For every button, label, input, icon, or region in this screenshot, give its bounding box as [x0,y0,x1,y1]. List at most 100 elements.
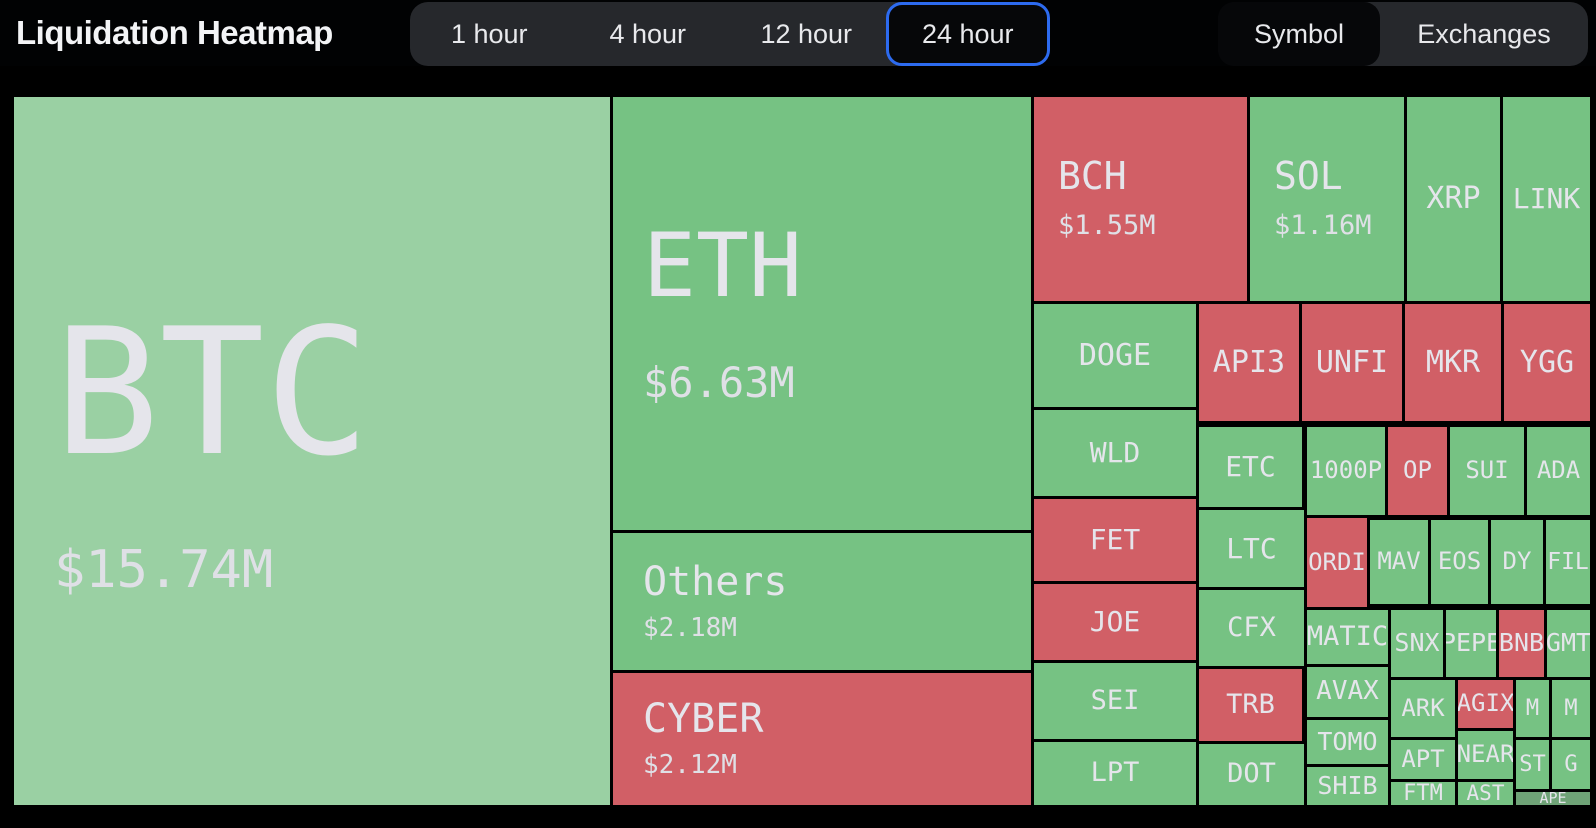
tile-symbol-label: DOT [1227,758,1276,790]
tile-trb[interactable]: TRB [1199,669,1302,741]
tile-symbol-label: GMT [1547,628,1590,658]
tile-m[interactable]: M [1552,680,1590,737]
tile-symbol-label: LTC [1226,531,1277,565]
tile-symbol-label: JOE [1089,605,1141,639]
tile-symbol-label: CFX [1227,611,1276,643]
tile-symbol-label: WLD [1089,436,1141,470]
tile-symbol-label: APE [1539,792,1567,805]
tile-eos[interactable]: EOS [1431,520,1488,604]
tile-symbol-label: TRB [1226,688,1275,720]
tile-api3[interactable]: API3 [1199,304,1299,421]
tile-tomo[interactable]: TOMO [1306,719,1388,764]
tile-fil[interactable]: FIL [1546,520,1590,604]
tile-cfx[interactable]: CFX [1199,590,1304,666]
tile-sei[interactable]: SEI [1034,663,1196,739]
tile-cyber[interactable]: CYBER $2.12M [613,673,1031,805]
tile-joe[interactable]: JOE [1034,584,1196,660]
tile-symbol-label: UNFI [1315,344,1389,380]
tile-symbol-label: DY [1502,547,1532,576]
tile-symbol-label: FET [1089,523,1141,557]
tile-xrp[interactable]: XRP [1407,97,1500,301]
tile-liquidation-value: $2.18M [643,612,737,643]
tile-symbol-label: NEAR [1458,740,1513,769]
tile-liquidation-value: $2.12M [643,750,737,780]
tile-ygg[interactable]: YGG [1504,304,1590,421]
header-bar: Liquidation Heatmap 1 hour 4 hour 12 hou… [0,0,1596,66]
tab-4-hour[interactable]: 4 hour [609,18,687,49]
tile-ltc[interactable]: LTC [1199,510,1304,587]
tile-symbol-label: M [1564,695,1578,721]
tile-sui[interactable]: SUI [1450,427,1524,515]
tile-sol[interactable]: SOL $1.16M [1250,97,1404,301]
tile-m[interactable]: M [1516,680,1549,737]
view-toggle-group: Symbol Exchanges [1218,2,1588,66]
tile-apt[interactable]: APT [1391,739,1455,779]
tile-op[interactable]: OP [1388,427,1447,515]
tile-ordi[interactable]: ORDI [1306,518,1367,607]
tile-symbol-label: MKR [1425,344,1481,380]
tile-symbol-label: APT [1401,744,1445,773]
tile-symbol-label: SEI [1090,684,1140,716]
tile-gmt[interactable]: GMT [1547,610,1590,677]
tile-snx[interactable]: SNX [1391,610,1443,677]
tile-symbol-label: LPT [1090,757,1140,789]
tab-12-hour[interactable]: 12 hour [760,18,853,49]
tile-matic[interactable]: MATIC [1306,610,1388,664]
tab-exchanges[interactable]: Exchanges [1417,18,1551,49]
tile-ada[interactable]: ADA [1527,427,1590,515]
page-title: Liquidation Heatmap [16,14,333,51]
tile-ape[interactable]: APE [1516,792,1590,805]
tab-24-hour[interactable]: 24 hour [885,2,1050,66]
tab-symbol[interactable]: Symbol [1218,2,1380,66]
tile-1000p[interactable]: 1000P [1306,427,1385,515]
tile-symbol-label: PEPE [1446,628,1496,658]
tile-symbol-label: 1000P [1309,456,1383,485]
tile-symbol-label: M [1525,695,1540,721]
tile-ast[interactable]: AST [1458,782,1513,805]
tile-symbol-label: G [1564,751,1578,777]
tile-link[interactable]: LINK [1503,97,1590,301]
tile-unfi[interactable]: UNFI [1302,304,1402,421]
tile-symbol-label: FTM [1403,782,1443,805]
tile-symbol-label: ARK [1401,693,1445,722]
tile-lpt[interactable]: LPT [1034,742,1196,805]
tile-fet[interactable]: FET [1034,499,1196,581]
tile-avax[interactable]: AVAX [1306,667,1388,717]
tile-eth[interactable]: ETH $6.63M [613,97,1031,530]
tile-pepe[interactable]: PEPE [1446,610,1496,677]
tile-bch[interactable]: BCH $1.55M [1034,97,1247,301]
tile-symbol-label: MAV [1377,547,1421,576]
tile-dy[interactable]: DY [1491,520,1543,604]
tile-agix[interactable]: AGIX [1458,680,1513,728]
tile-symbol-label: BNB [1499,628,1544,658]
tile-symbol-label: SNX [1394,628,1440,658]
tile-symbol-label: BCH [1058,153,1127,198]
tile-others[interactable]: Others $2.18M [613,533,1031,670]
tile-ftm[interactable]: FTM [1391,782,1455,805]
tile-etc[interactable]: ETC [1199,427,1302,507]
tile-wld[interactable]: WLD [1034,409,1196,496]
tile-ark[interactable]: ARK [1391,680,1455,737]
tile-symbol-label: Others [643,558,788,605]
tile-symbol-label: SUI [1465,456,1509,485]
tile-btc[interactable]: BTC $15.74M [14,97,610,805]
tile-st[interactable]: ST [1516,739,1549,789]
tile-symbol-label: FIL [1547,548,1589,575]
tile-dot[interactable]: DOT [1199,744,1304,805]
tile-shib[interactable]: SHIB [1306,767,1388,805]
tile-symbol-label: YGG [1519,344,1575,380]
tile-mav[interactable]: MAV [1370,520,1428,604]
tile-symbol-label: ETH [643,214,802,318]
tile-symbol-label: SHIB [1317,770,1378,800]
tile-symbol-label: SOL [1274,153,1343,198]
tile-symbol-label: BTC [54,291,371,495]
tile-g[interactable]: G [1552,739,1590,789]
tile-bnb[interactable]: BNB [1499,610,1544,677]
tile-symbol-label: EOS [1437,547,1482,576]
tile-symbol-label: DOGE [1078,337,1152,373]
tile-mkr[interactable]: MKR [1405,304,1501,421]
tile-doge[interactable]: DOGE [1034,304,1196,407]
tab-1-hour[interactable]: 1 hour [450,18,528,49]
tile-near[interactable]: NEAR [1458,730,1513,779]
tile-symbol-label: ST [1519,751,1546,777]
